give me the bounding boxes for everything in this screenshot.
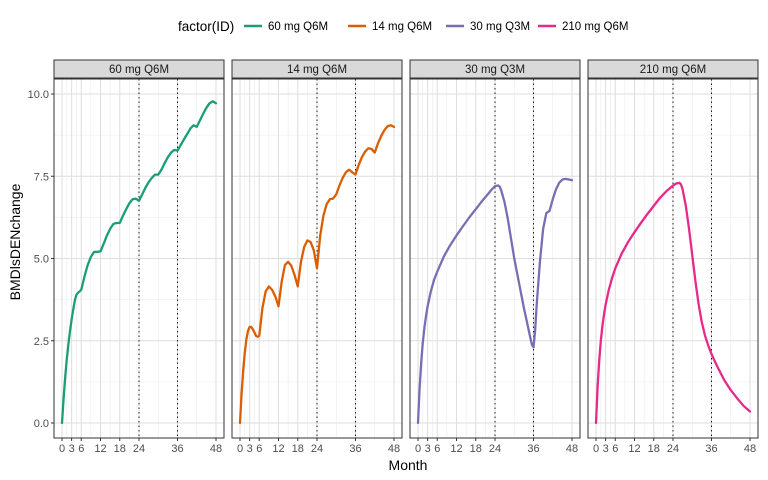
x-tick-label: 24: [667, 443, 679, 455]
series-line-210-mg-q6m: [594, 181, 752, 425]
x-axis: 0 3 6 12 18 24 36 48: [415, 438, 578, 455]
y-tick-label: 5.0: [34, 254, 49, 266]
x-tick-label: 24: [489, 443, 501, 455]
y-tick-label: 2.5: [34, 336, 49, 348]
y-tick-label: 10.0: [28, 89, 49, 101]
x-tick-label: 48: [566, 443, 578, 455]
facet-strip: [231, 59, 403, 79]
legend-item-60-mg-q6m: 60 mg Q6M: [244, 21, 328, 33]
series-line-30-mg-q3m: [416, 177, 574, 425]
x-tick-label: 0: [237, 443, 243, 455]
x-tick-label: 12: [628, 443, 640, 455]
x-tick-label: 0: [59, 443, 65, 455]
legend-label-60-mg-q6m: 60 mg Q6M: [268, 21, 328, 33]
x-tick-label: 0: [593, 443, 599, 455]
x-tick-label: 36: [171, 443, 183, 455]
facet-strip-label: 210 mg Q6M: [640, 64, 706, 76]
y-axis: 0.0 2.5 5.0 7.5 10.0: [28, 89, 54, 430]
x-tick-label: 48: [210, 443, 222, 455]
facet-strip: [587, 59, 759, 79]
y-axis-title: BMDlsDENchange: [7, 183, 23, 300]
legend-label-30-mg-q3m: 30 mg Q3M: [470, 21, 530, 33]
x-tick-label: 18: [648, 443, 660, 455]
x-axis: 0 3 6 12 18 24 36 48: [59, 438, 222, 455]
x-tick-label: 3: [425, 443, 431, 455]
x-tick-label: 36: [527, 443, 539, 455]
legend-title: factor(ID): [178, 19, 234, 34]
legend-label-210-mg-q6m: 210 mg Q6M: [562, 21, 628, 33]
y-tick-label: 7.5: [34, 171, 49, 183]
x-tick-label: 24: [311, 443, 323, 455]
x-tick-label: 6: [612, 443, 618, 455]
x-tick-label: 36: [705, 443, 717, 455]
facet-strip: [409, 59, 581, 79]
facet-strip: [53, 59, 225, 79]
legend: factor(ID) 60 mg Q6M 14 mg Q6M 30 mg Q3M 21…: [178, 19, 628, 34]
x-tick-label: 18: [470, 443, 482, 455]
x-tick-label: 48: [388, 443, 400, 455]
x-tick-label: 12: [450, 443, 462, 455]
legend-item-14-mg-q6m: 14 mg Q6M: [348, 21, 432, 33]
x-tick-label: 24: [133, 443, 145, 455]
x-tick-label: 6: [78, 443, 84, 455]
legend-label-14-mg-q6m: 14 mg Q6M: [372, 21, 432, 33]
series-line-14-mg-q6m: [238, 124, 396, 425]
x-tick-label: 6: [434, 443, 440, 455]
x-tick-label: 18: [114, 443, 126, 455]
x-tick-label: 3: [69, 443, 75, 455]
x-tick-label: 6: [256, 443, 262, 455]
facet-strip-label: 60 mg Q6M: [109, 64, 169, 76]
y-tick-label: 0.0: [34, 418, 49, 430]
x-tick-label: 3: [247, 443, 253, 455]
series-line-60-mg-q6m: [60, 100, 218, 425]
x-tick-label: 18: [292, 443, 304, 455]
x-tick-label: 3: [603, 443, 609, 455]
legend-item-30-mg-q3m: 30 mg Q3M: [446, 21, 530, 33]
x-tick-label: 36: [349, 443, 361, 455]
facet-strip-label: 14 mg Q6M: [287, 64, 347, 76]
x-tick-label: 0: [415, 443, 421, 455]
x-tick-label: 12: [272, 443, 284, 455]
facet-strip-label: 30 mg Q3M: [465, 64, 525, 76]
x-axis: 0 3 6 12 18 24 36 48: [237, 438, 400, 455]
x-axis-title: Month: [389, 457, 428, 473]
legend-item-210-mg-q6m: 210 mg Q6M: [538, 21, 628, 33]
x-tick-label: 48: [744, 443, 756, 455]
x-axis: 0 3 6 12 18 24 36 48: [593, 438, 756, 455]
x-tick-label: 12: [94, 443, 106, 455]
